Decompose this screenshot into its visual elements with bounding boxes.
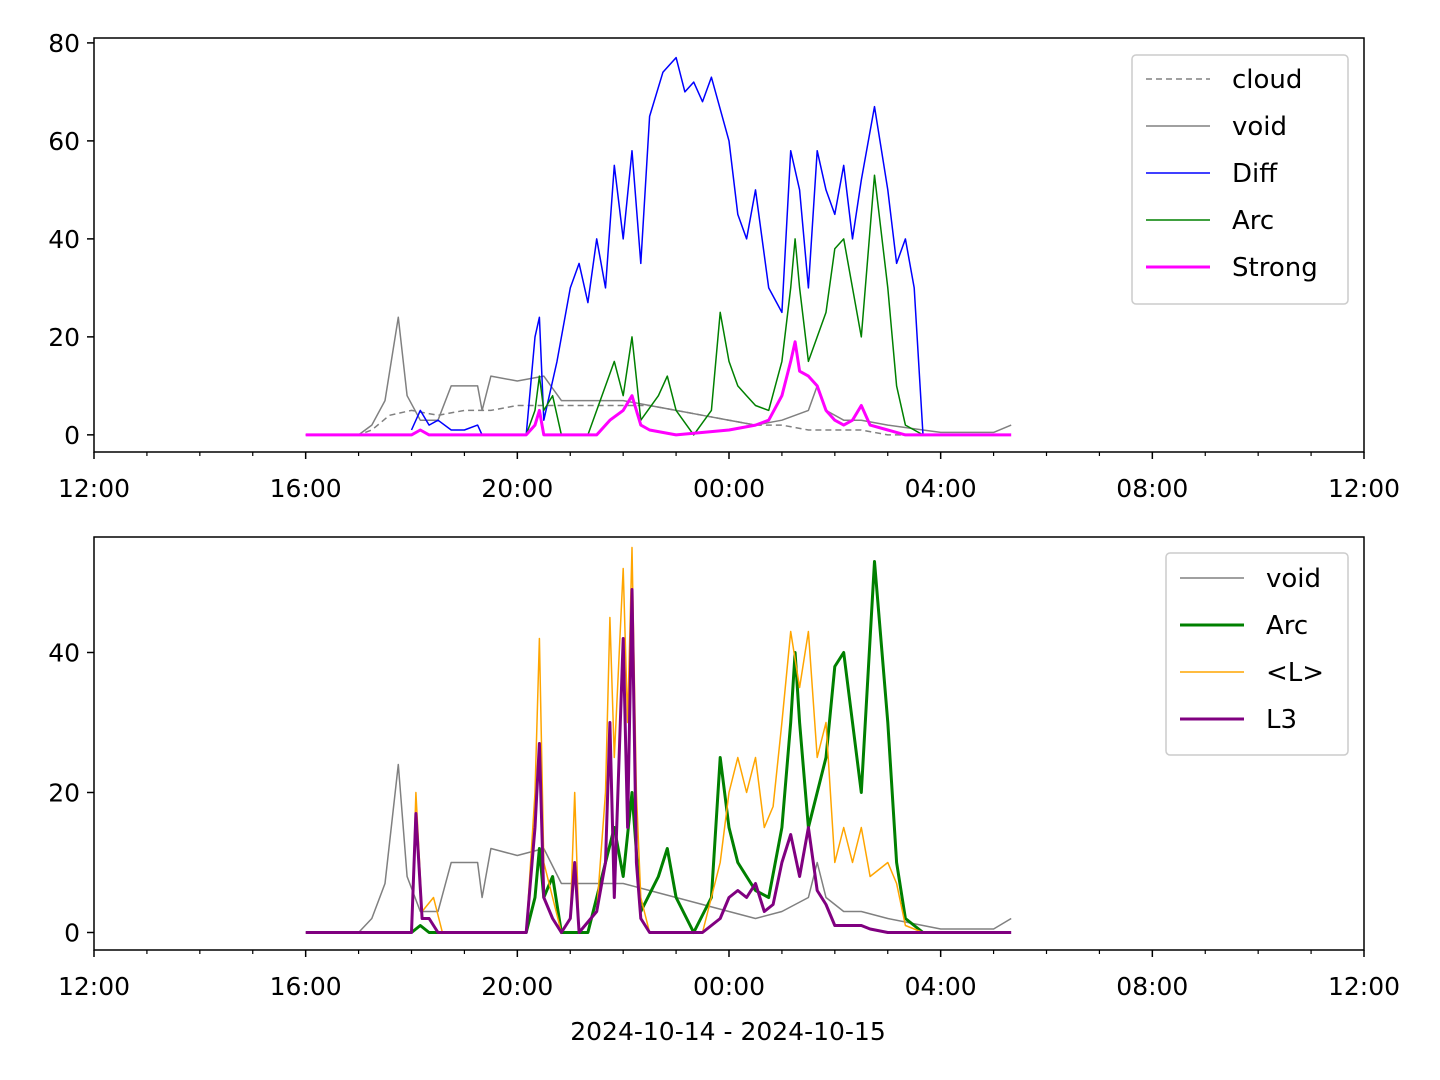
legend-label-diff: Diff [1232, 159, 1278, 189]
x-tick-label: 12:00 [1328, 972, 1400, 1001]
series-line-cloud [305, 404, 1012, 436]
y-tick-label: 40 [48, 639, 80, 668]
y-tick-label: 0 [64, 919, 80, 948]
legend-label-strong: Strong [1232, 253, 1318, 283]
y-tick-label: 80 [48, 29, 80, 58]
y-tick-label: 20 [48, 779, 80, 808]
y-tick-label: 60 [48, 127, 80, 156]
series-line-arc [411, 174, 924, 436]
legend: cloud void Diff Arc Strong [1131, 54, 1349, 305]
series-line-void [305, 316, 1012, 436]
legend-label-l: <L> [1266, 658, 1324, 688]
x-tick-label: 12:00 [58, 972, 130, 1001]
x-tick-label: 12:00 [1328, 474, 1400, 503]
top-panel: 12:00 16:00 20:00 00:00 04:00 08:00 12:00 0 20 40… [48, 29, 1400, 503]
legend-box [1165, 552, 1349, 756]
legend-label-void: void [1266, 564, 1321, 594]
x-tick-label: 00:00 [693, 474, 765, 503]
legend-label-l3: L3 [1266, 705, 1297, 735]
plot-area [305, 546, 1012, 934]
legend-box [1131, 54, 1349, 305]
legend-label-arc: Arc [1232, 206, 1274, 236]
legend-label-cloud: cloud [1232, 65, 1302, 95]
y-tick-label: 20 [48, 323, 80, 352]
x-tick-label: 16:00 [270, 474, 342, 503]
x-tick-label: 04:00 [905, 474, 977, 503]
x-tick-label: 08:00 [1116, 972, 1188, 1001]
x-tick-label: 08:00 [1116, 474, 1188, 503]
x-tick-label: 16:00 [270, 972, 342, 1001]
bottom-panel: 12:00 16:00 20:00 00:00 04:00 08:00 12:00 0 20 40… [48, 536, 1400, 1001]
legend-label-arc: Arc [1266, 611, 1308, 641]
x-tick-label: 12:00 [58, 474, 130, 503]
plot-area [305, 56, 1012, 437]
legend-label-void: void [1232, 112, 1287, 142]
series-line-strong [305, 340, 1012, 437]
x-tick-label: 20:00 [481, 972, 553, 1001]
series-line-l3 [305, 588, 1012, 934]
x-tick-label: 00:00 [693, 972, 765, 1001]
series-line-arc [410, 560, 924, 934]
x-axis-label: 2024-10-14 - 2024-10-15 [570, 1017, 886, 1046]
x-tick-label: 20:00 [481, 474, 553, 503]
y-tick-label: 0 [64, 421, 80, 450]
y-tick-label: 40 [48, 225, 80, 254]
x-tick-label: 04:00 [905, 972, 977, 1001]
legend: void Arc <L> L3 [1165, 552, 1349, 756]
